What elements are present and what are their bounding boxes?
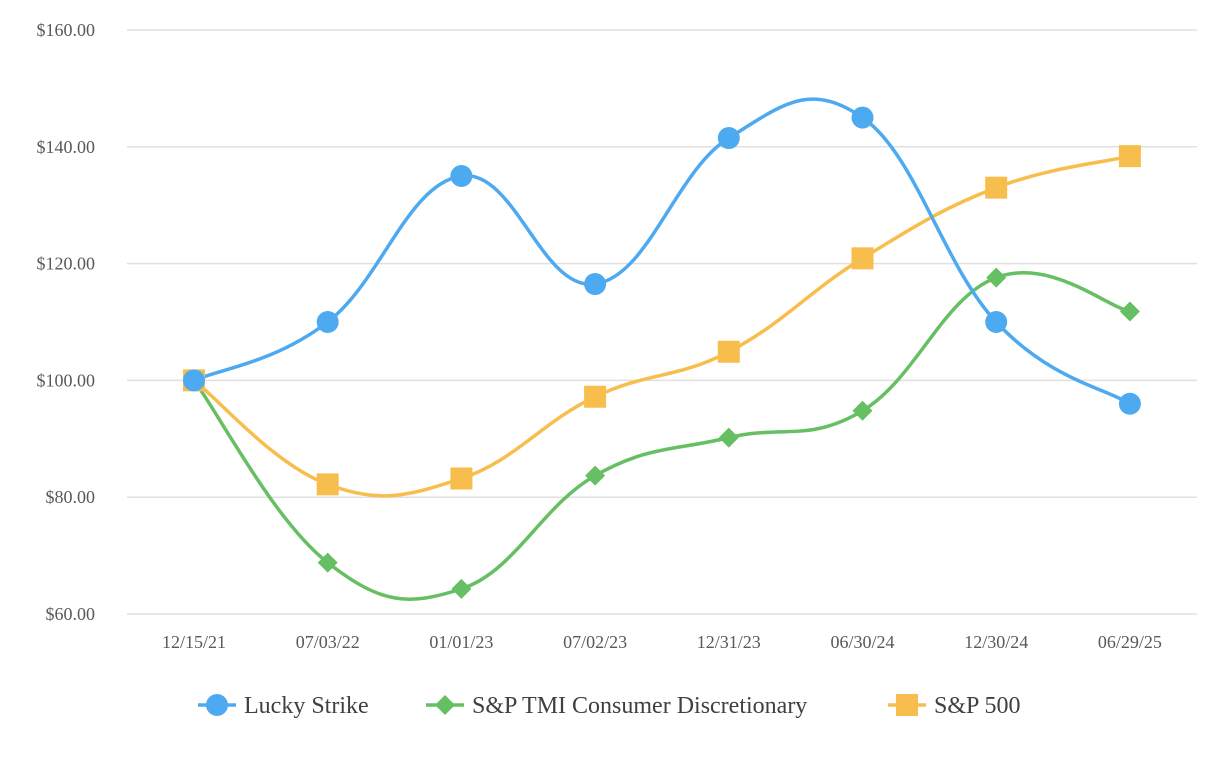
data-point-circle — [985, 311, 1008, 333]
series-line-0 — [193, 97, 1131, 406]
data-point-diamond — [1119, 301, 1140, 322]
data-point-square — [717, 340, 740, 363]
legend-item: S&P 500 — [888, 693, 1020, 719]
data-point-circle — [717, 127, 740, 150]
legend-marker — [435, 695, 455, 715]
x-tick-label: 01/01/23 — [429, 632, 493, 652]
gridlines — [127, 29, 1197, 615]
data-point-diamond — [317, 552, 338, 573]
x-tick-label: 07/03/22 — [296, 632, 360, 652]
legend-marker — [206, 694, 228, 716]
legend-label: Lucky Strike — [244, 693, 369, 719]
y-axis: $60.00 $80.00 $100.00 $120.00 $140.00 $160.00 — [37, 20, 96, 624]
data-point-diamond — [451, 578, 472, 599]
data-point-square — [584, 385, 607, 408]
data-point-circle — [316, 311, 339, 333]
x-tick-label: 07/02/23 — [563, 632, 627, 652]
x-tick-label: 06/29/25 — [1098, 632, 1162, 652]
x-tick-label: 06/30/24 — [830, 632, 894, 652]
data-point-square — [450, 467, 473, 490]
legend-marker — [896, 694, 918, 716]
data-point-square — [985, 176, 1008, 199]
data-point-circle — [1118, 392, 1141, 415]
y-tick-label: $120.00 — [37, 254, 96, 274]
y-tick-label: $140.00 — [37, 137, 96, 157]
legend-item: S&P TMI Consumer Discretionary — [426, 693, 807, 719]
data-point-circle — [450, 165, 473, 187]
data-point-square — [316, 473, 339, 496]
y-tick-label: $160.00 — [37, 20, 96, 40]
data-point-circle — [183, 369, 205, 392]
data-point-circle — [851, 106, 874, 129]
data-point-square — [851, 247, 874, 270]
data-point-diamond — [718, 427, 739, 448]
x-tick-label: 12/31/23 — [697, 632, 761, 652]
legend-label: S&P TMI Consumer Discretionary — [472, 693, 807, 719]
data-point-diamond — [852, 400, 873, 421]
y-tick-label: $100.00 — [37, 370, 96, 390]
y-tick-label: $80.00 — [46, 487, 96, 507]
legend-label: S&P 500 — [934, 693, 1020, 719]
data-point-diamond — [986, 267, 1007, 288]
x-tick-label: 12/30/24 — [964, 632, 1028, 652]
series-layer — [183, 97, 1141, 601]
legend: Lucky Strike S&P TMI Consumer Discretiona… — [198, 693, 1020, 719]
x-axis: 12/15/21 07/03/22 01/01/23 07/02/23 12/31/23… — [162, 632, 1162, 652]
y-tick-label: $60.00 — [46, 604, 96, 624]
data-point-square — [1118, 145, 1141, 168]
x-tick-label: 12/15/21 — [162, 632, 226, 652]
data-point-diamond — [585, 465, 606, 486]
legend-item: Lucky Strike — [198, 693, 369, 719]
data-point-circle — [584, 273, 607, 296]
